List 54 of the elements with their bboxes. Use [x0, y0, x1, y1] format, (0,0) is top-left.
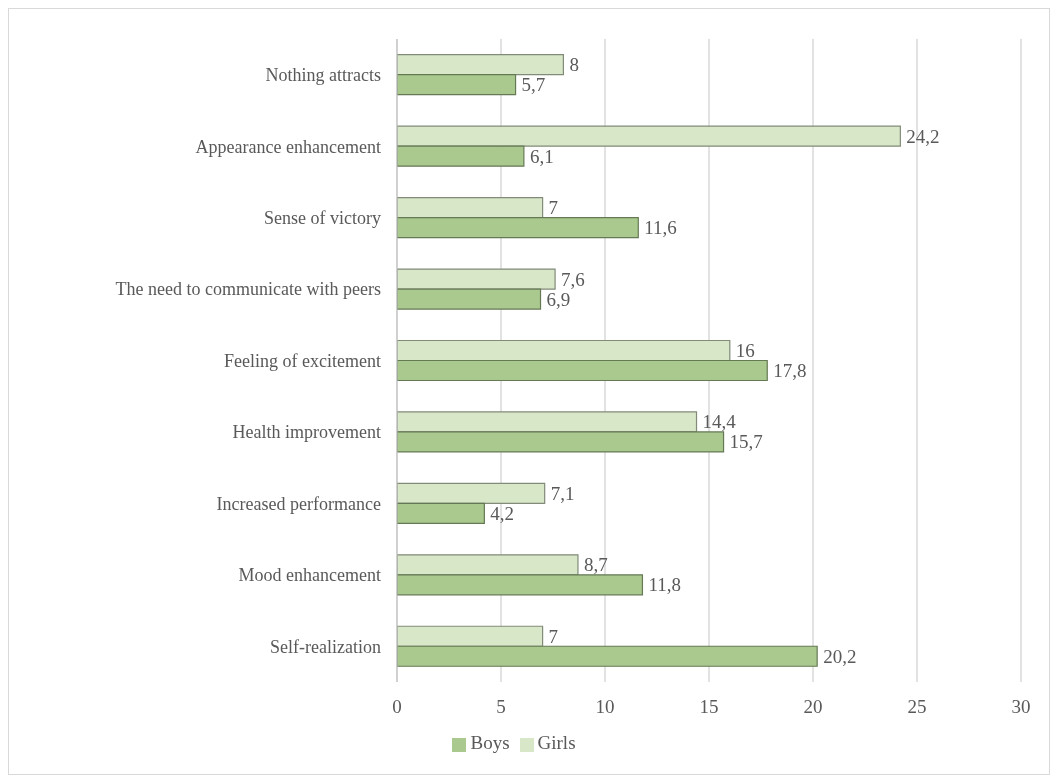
y-tick-label: Nothing attracts: [265, 65, 381, 86]
y-tick-label: Sense of victory: [264, 208, 381, 228]
bar: [397, 145, 525, 167]
bar: [397, 197, 544, 219]
bar: [397, 217, 639, 239]
y-tick-label: The need to communicate with peers: [115, 279, 381, 300]
legend-label: Boys: [470, 732, 510, 753]
x-tick-label: 5: [496, 696, 506, 718]
data-label: 11,8: [648, 574, 681, 596]
x-tick-label: 20: [803, 696, 823, 718]
data-label: 7,1: [550, 482, 575, 504]
data-label: 17,8: [773, 360, 807, 381]
data-label: 7: [548, 625, 559, 647]
bar: [397, 288, 542, 310]
data-label: 6,1: [529, 145, 554, 167]
bar: [397, 359, 768, 382]
bar: [397, 625, 544, 647]
y-tick-label: Health improvement: [232, 422, 381, 443]
x-tick-label: 25: [907, 696, 927, 718]
bar: [397, 502, 485, 524]
data-label: 4,2: [490, 502, 515, 524]
data-label: 14,4: [702, 411, 737, 433]
bar: [397, 554, 579, 576]
data-label: 11,6: [644, 217, 677, 239]
x-tick-label: 15: [699, 696, 719, 718]
y-tick-label: Appearance enhancement: [195, 136, 381, 157]
data-label: 5,7: [521, 74, 546, 96]
y-tick-label: Self-realization: [270, 636, 381, 657]
data-label: 20,2: [823, 645, 857, 667]
x-tick-label: 30: [1011, 696, 1031, 718]
bar: [397, 411, 698, 433]
data-label: 8: [569, 54, 579, 76]
y-tick-label: Mood enhancement: [238, 565, 381, 586]
y-tick-label: Increased performance: [216, 493, 382, 514]
x-tick-label: 10: [595, 696, 615, 718]
data-label: 15,7: [729, 431, 763, 453]
legend-label: Girls: [537, 732, 576, 753]
data-label: 7,6: [561, 268, 585, 290]
data-label: 8,7: [583, 554, 608, 576]
bar: [397, 339, 731, 362]
bar: [397, 268, 556, 290]
data-label: 24,2: [906, 125, 940, 147]
data-label: 7: [548, 197, 559, 219]
data-label: 6,9: [546, 288, 571, 310]
bar: [397, 574, 644, 596]
bar: [397, 54, 564, 76]
bar: [397, 125, 901, 147]
data-label: 16: [735, 340, 755, 361]
y-tick-label: Feeling of excitement: [224, 350, 381, 371]
bar: [397, 431, 725, 453]
bar: [397, 645, 818, 667]
bar: [397, 482, 546, 504]
x-tick-label: 0: [392, 696, 402, 718]
bar: [397, 74, 517, 96]
